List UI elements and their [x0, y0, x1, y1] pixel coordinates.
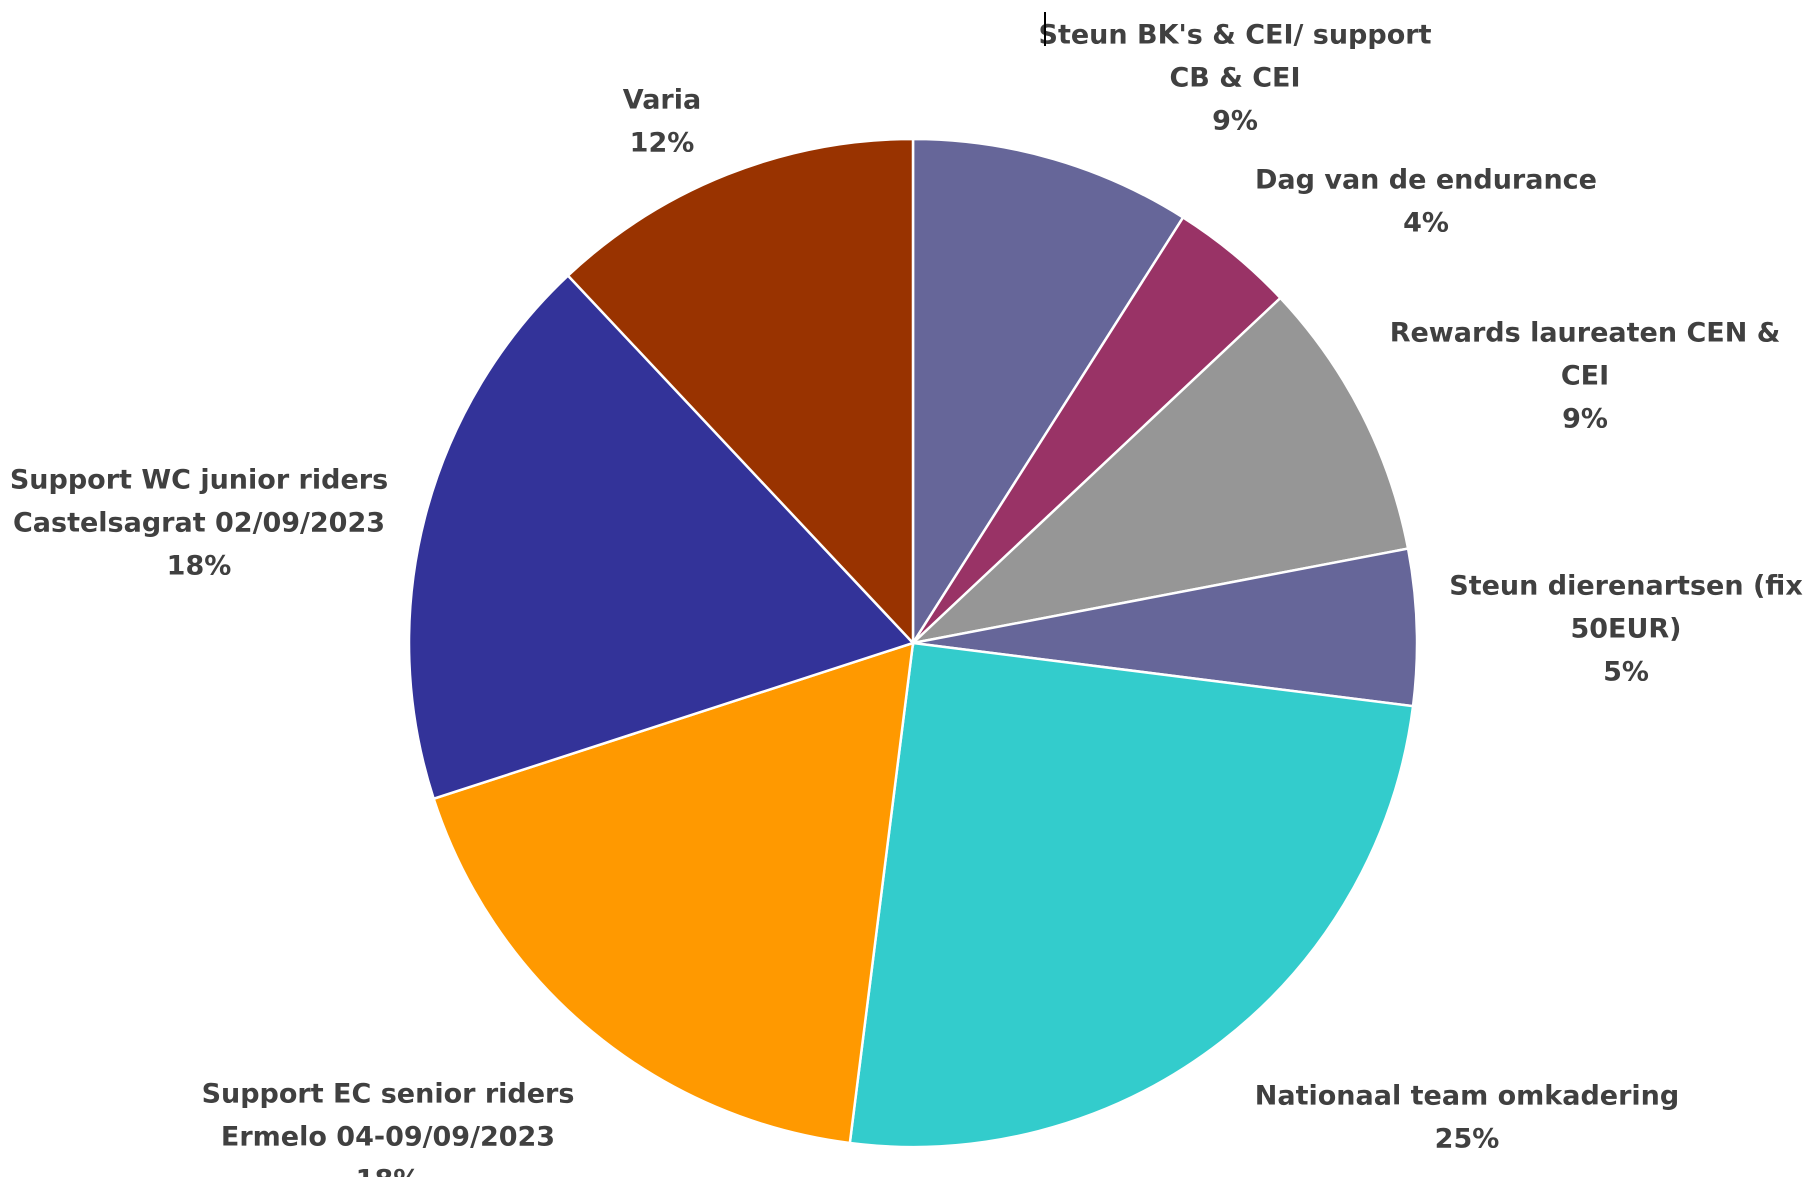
pie-slice	[566, 137, 915, 647]
pie-slice-label: Support EC senior riders Ermelo 04-09/09/…	[202, 1079, 575, 1177]
pie-slice-percent-label: 18%	[167, 551, 232, 582]
pie-slice-category-label: CEI	[1561, 361, 1609, 392]
pie-slice-category-label: Nationaal team omkadering	[1255, 1081, 1679, 1112]
pie-slice-category-label: Rewards laureaten CEN &	[1390, 318, 1781, 349]
pie-slice-category-label: Support WC junior riders	[10, 465, 388, 496]
pie-slice-percent-label: 5%	[1603, 657, 1649, 688]
pie-slice-category-label: Castelsagrat 02/09/2023	[13, 508, 385, 539]
pie-labels: Steun BK's & CEI/ support CB & CEI 9% Dag v…	[10, 20, 1803, 1177]
pie-slice-percent-label: 25%	[1435, 1124, 1500, 1155]
pie-slice-label: Support WC junior riders Castelsagrat 02/…	[10, 465, 388, 582]
pie-slice-label: Steun dierenartsen (fix 50EUR) 5%	[1449, 571, 1802, 688]
pie-slice	[912, 547, 1419, 708]
pie-slice-category-label: Dag van de endurance	[1255, 165, 1597, 196]
pie-slice	[911, 137, 1185, 648]
pie-slice	[909, 296, 1410, 646]
pie-slice-percent-label: 9%	[1562, 404, 1608, 435]
pie-slice-category-label: Steun BK's & CEI/ support	[1039, 20, 1432, 51]
pie-slice-label: Nationaal team omkadering 25%	[1255, 1081, 1679, 1155]
pie-slice-percent-label: 9%	[1212, 106, 1258, 137]
pie-slice-category-label: Steun dierenartsen (fix	[1449, 571, 1802, 602]
pie-slice-category-label: Support EC senior riders	[202, 1079, 575, 1110]
pie-slice	[407, 273, 916, 801]
pie-slice-percent-label: 12%	[630, 128, 695, 159]
pie-slices	[407, 137, 1419, 1149]
pie-slice-category-label: 50EUR)	[1570, 614, 1681, 645]
pie-slice-percent-label: 18%	[356, 1165, 421, 1177]
pie-slice-label: Rewards laureaten CEN & CEI 9%	[1390, 318, 1781, 435]
pie-slice-label: Steun BK's & CEI/ support CB & CEI 9%	[1039, 20, 1432, 137]
pie-slice	[848, 641, 1415, 1149]
pie-slice-label: Varia 12%	[623, 85, 701, 159]
pie-slice-category-label: Varia	[623, 85, 701, 116]
pie-slice-label: Dag van de endurance 4%	[1255, 165, 1597, 239]
pie-slice-category-label: CB & CEI	[1169, 63, 1300, 94]
pie-slice-percent-label: 4%	[1403, 208, 1449, 239]
pie-slice-category-label: Ermelo 04-09/09/2023	[221, 1122, 555, 1153]
pie-slice	[432, 641, 915, 1145]
